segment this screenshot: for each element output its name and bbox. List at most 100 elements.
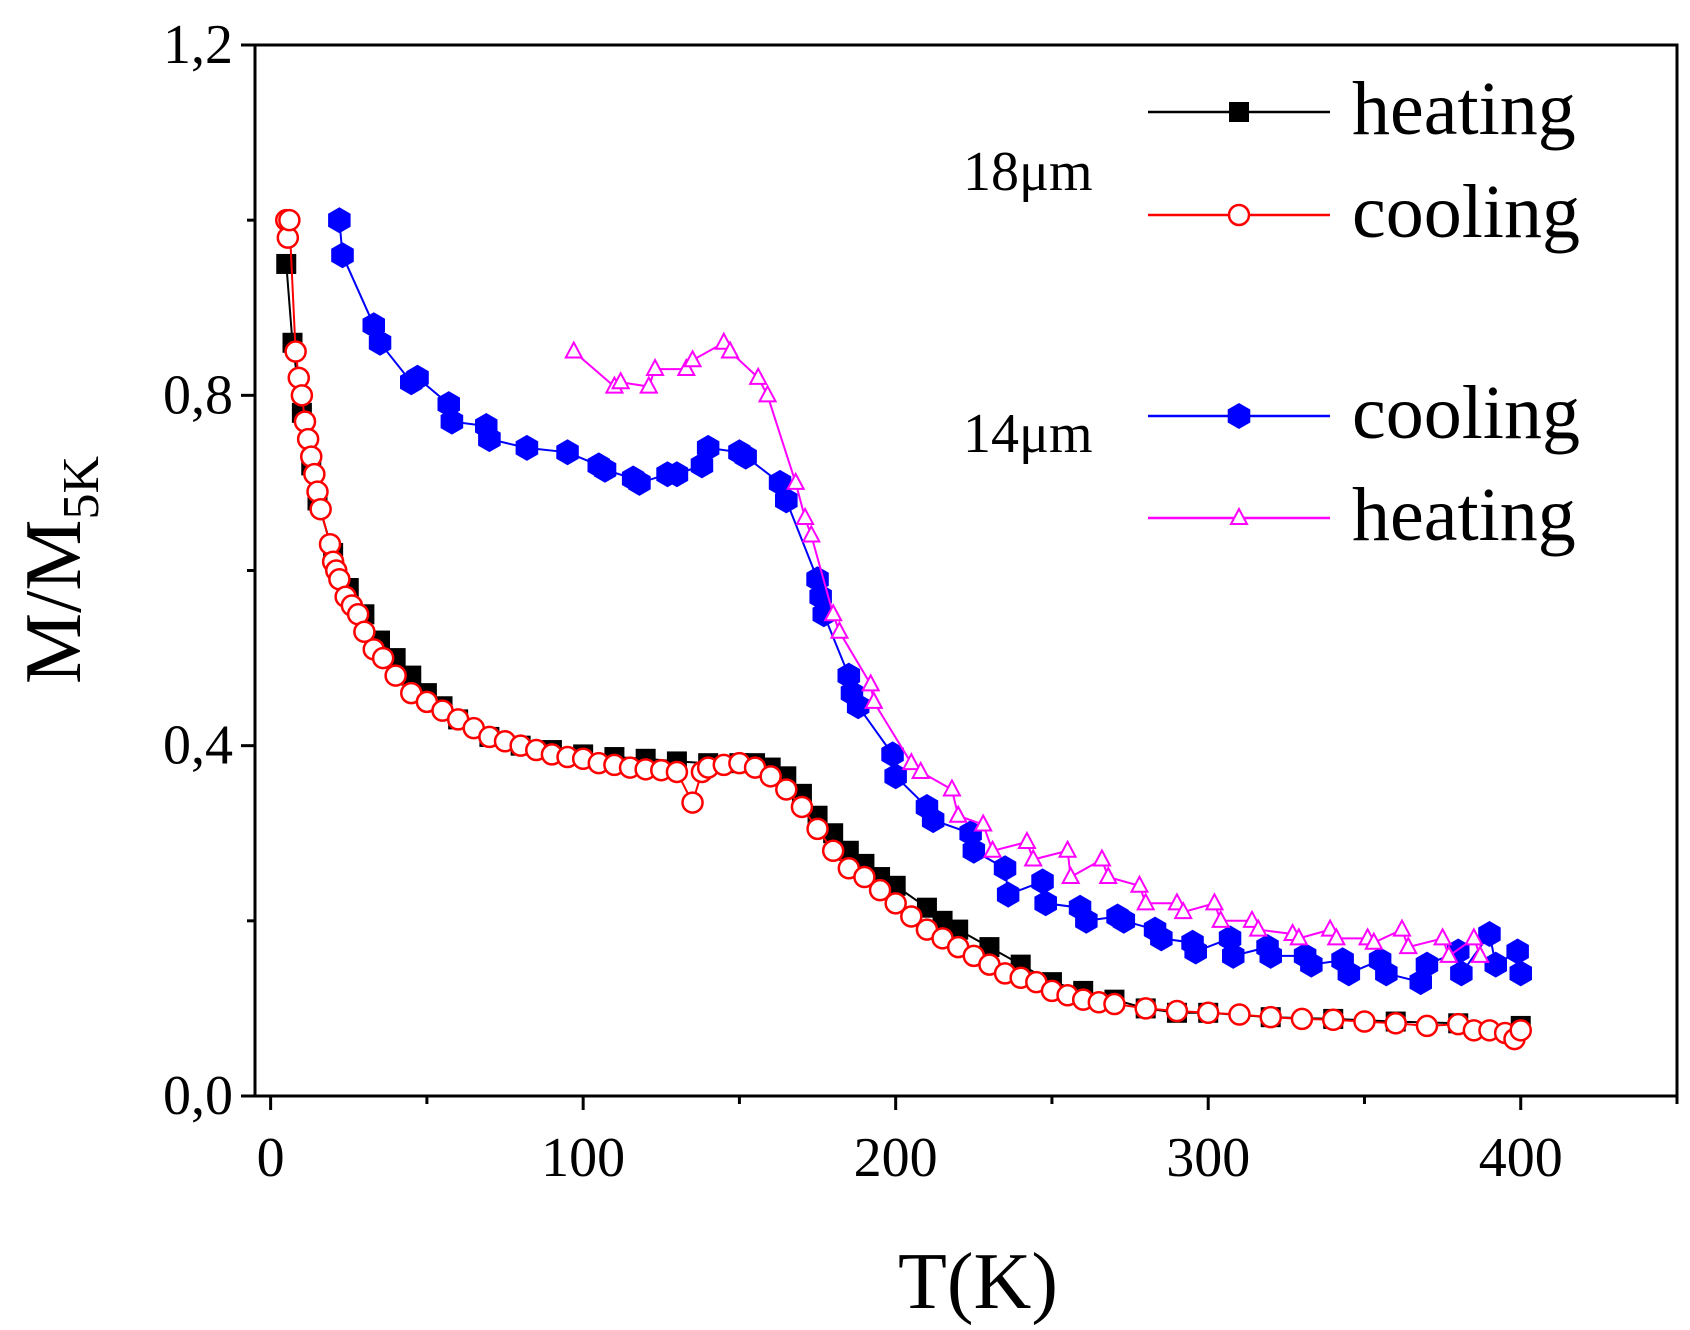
x-tick-label: 100 (541, 1127, 625, 1189)
data-point-hexagon (1222, 942, 1245, 969)
data-point-triangle (676, 357, 696, 377)
data-point-triangle (720, 340, 740, 359)
data-point-hexagon (1337, 960, 1361, 987)
data-point-triangle (1061, 865, 1081, 885)
legend-label: heating (1352, 473, 1576, 557)
data-point-circle (1227, 203, 1251, 227)
data-point-hexagon (1484, 951, 1507, 978)
data-point-triangle (948, 804, 968, 823)
x-tick-label: 400 (1479, 1127, 1563, 1189)
data-point-triangle (1211, 909, 1231, 928)
data-point-hexagon (478, 426, 501, 453)
data-point-hexagon (962, 837, 986, 864)
data-point-circle (681, 791, 704, 814)
series-line (338, 220, 1522, 984)
data-point-circle (759, 765, 782, 788)
data-point-triangle (1023, 848, 1043, 867)
data-point-hexagon (1227, 403, 1251, 429)
data-point-triangle (1092, 848, 1112, 867)
data-point-square (1229, 102, 1249, 122)
data-point-hexagon (368, 329, 392, 356)
data-point-circle (900, 905, 923, 928)
data-point-circle (1384, 1012, 1407, 1035)
data-point-triangle (1398, 935, 1418, 955)
legend-label: heating (1352, 67, 1576, 151)
data-point-circle (775, 778, 798, 801)
data-point-circle (1259, 1005, 1282, 1029)
data-point-triangle (982, 839, 1003, 858)
data-point-circle (1415, 1014, 1439, 1038)
data-point-hexagon (1375, 960, 1398, 987)
data-point-circle (1353, 1010, 1376, 1033)
x-tick-label: 0 (257, 1127, 285, 1189)
data-point-hexagon (921, 807, 945, 834)
series-cooling-2 (328, 207, 1532, 996)
y-axis-label-sub: 5K (53, 456, 110, 520)
data-point-hexagon (734, 443, 757, 470)
data-point-circle (884, 892, 907, 915)
data-point-hexagon (1509, 960, 1532, 987)
data-point-triangle (1392, 918, 1412, 937)
data-point-hexagon (1075, 907, 1098, 934)
data-point-triangle (1136, 892, 1156, 911)
data-point-triangle (942, 778, 962, 797)
data-point-hexagon (628, 469, 651, 496)
data-point-hexagon (1259, 942, 1282, 969)
data-point-circle (290, 384, 314, 407)
data-point-triangle (1439, 944, 1459, 963)
data-point-triangle (1289, 927, 1309, 946)
legend-item: heating (1148, 67, 1576, 151)
data-point-triangle (1364, 931, 1384, 950)
data-point-circle (790, 795, 814, 819)
data-point-circle (1103, 992, 1126, 1016)
legend-label: cooling (1352, 170, 1580, 254)
data-point-hexagon (440, 408, 464, 435)
data-point-triangle (1248, 918, 1268, 937)
series-cooling-1 (275, 208, 1532, 1051)
data-point-hexagon (1415, 951, 1439, 978)
group-label-14um: 14μm (963, 403, 1093, 465)
data-point-hexagon (696, 434, 720, 461)
data-point-triangle (757, 384, 778, 403)
data-point-square (916, 897, 937, 918)
data-point-hexagon (1478, 921, 1501, 947)
data-point-hexagon (1184, 938, 1207, 965)
data-point-triangle (1173, 900, 1193, 920)
data-point-triangle (973, 813, 993, 832)
series-layer (275, 207, 1532, 1051)
data-point-hexagon (884, 763, 907, 790)
data-point-circle (384, 664, 407, 687)
data-point-triangle (645, 357, 665, 377)
data-point-hexagon (846, 693, 870, 720)
data-point-circle (1134, 997, 1157, 1020)
data-point-hexagon (881, 741, 904, 768)
data-point-square (979, 937, 1000, 958)
data-point-square (932, 910, 953, 931)
data-point-circle (284, 340, 307, 363)
data-point-triangle (801, 524, 821, 543)
data-point-triangle (1229, 506, 1249, 525)
data-point-hexagon (1450, 960, 1473, 987)
data-point-circle (821, 839, 845, 863)
data-point-circle (309, 497, 332, 521)
data-point-hexagon (775, 487, 798, 514)
data-point-circle (1321, 1008, 1345, 1032)
data-point-hexagon (556, 439, 579, 466)
y-tick-label: 0,8 (163, 364, 233, 426)
data-point-hexagon (328, 207, 351, 234)
data-point-triangle (1129, 874, 1150, 893)
data-point-triangle (639, 375, 659, 394)
legend-item: cooling (1148, 371, 1580, 455)
data-point-triangle (829, 620, 850, 639)
data-point-circle (1228, 1003, 1251, 1026)
data-point-hexagon (1034, 890, 1057, 917)
data-point-triangle (1204, 892, 1225, 911)
legend-label: cooling (1352, 371, 1580, 455)
data-point-triangle (1098, 865, 1118, 885)
data-point-circle (1196, 1001, 1220, 1025)
data-point-triangle (1057, 839, 1078, 858)
y-tick-label: 0,0 (163, 1065, 233, 1127)
data-point-triangle (564, 340, 584, 359)
y-tick-label: 1,2 (163, 14, 233, 76)
x-tick-label: 300 (1166, 1127, 1250, 1189)
